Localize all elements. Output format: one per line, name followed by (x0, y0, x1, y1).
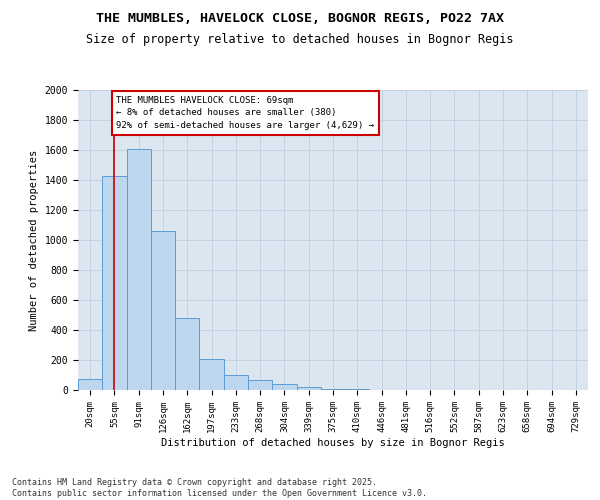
Bar (199, 359, 224, 390)
Bar (296, 387, 321, 390)
Text: THE MUMBLES, HAVELOCK CLOSE, BOGNOR REGIS, PO22 7AX: THE MUMBLES, HAVELOCK CLOSE, BOGNOR REGI… (96, 12, 504, 26)
Bar (248, 380, 272, 390)
Bar (102, 176, 127, 390)
Bar (78, 379, 102, 390)
Text: THE MUMBLES HAVELOCK CLOSE: 69sqm
← 8% of detached houses are smaller (380)
92% : THE MUMBLES HAVELOCK CLOSE: 69sqm ← 8% o… (116, 96, 374, 130)
Bar (151, 231, 175, 390)
Bar (345, 389, 370, 390)
Bar (272, 384, 296, 390)
Bar (127, 148, 151, 390)
X-axis label: Distribution of detached houses by size in Bognor Regis: Distribution of detached houses by size … (161, 438, 505, 448)
Bar (224, 375, 248, 390)
Text: Size of property relative to detached houses in Bognor Regis: Size of property relative to detached ho… (86, 32, 514, 46)
Y-axis label: Number of detached properties: Number of detached properties (29, 150, 39, 330)
Text: Contains HM Land Registry data © Crown copyright and database right 2025.
Contai: Contains HM Land Registry data © Crown c… (12, 478, 427, 498)
Bar (321, 388, 345, 390)
Bar (175, 318, 199, 390)
